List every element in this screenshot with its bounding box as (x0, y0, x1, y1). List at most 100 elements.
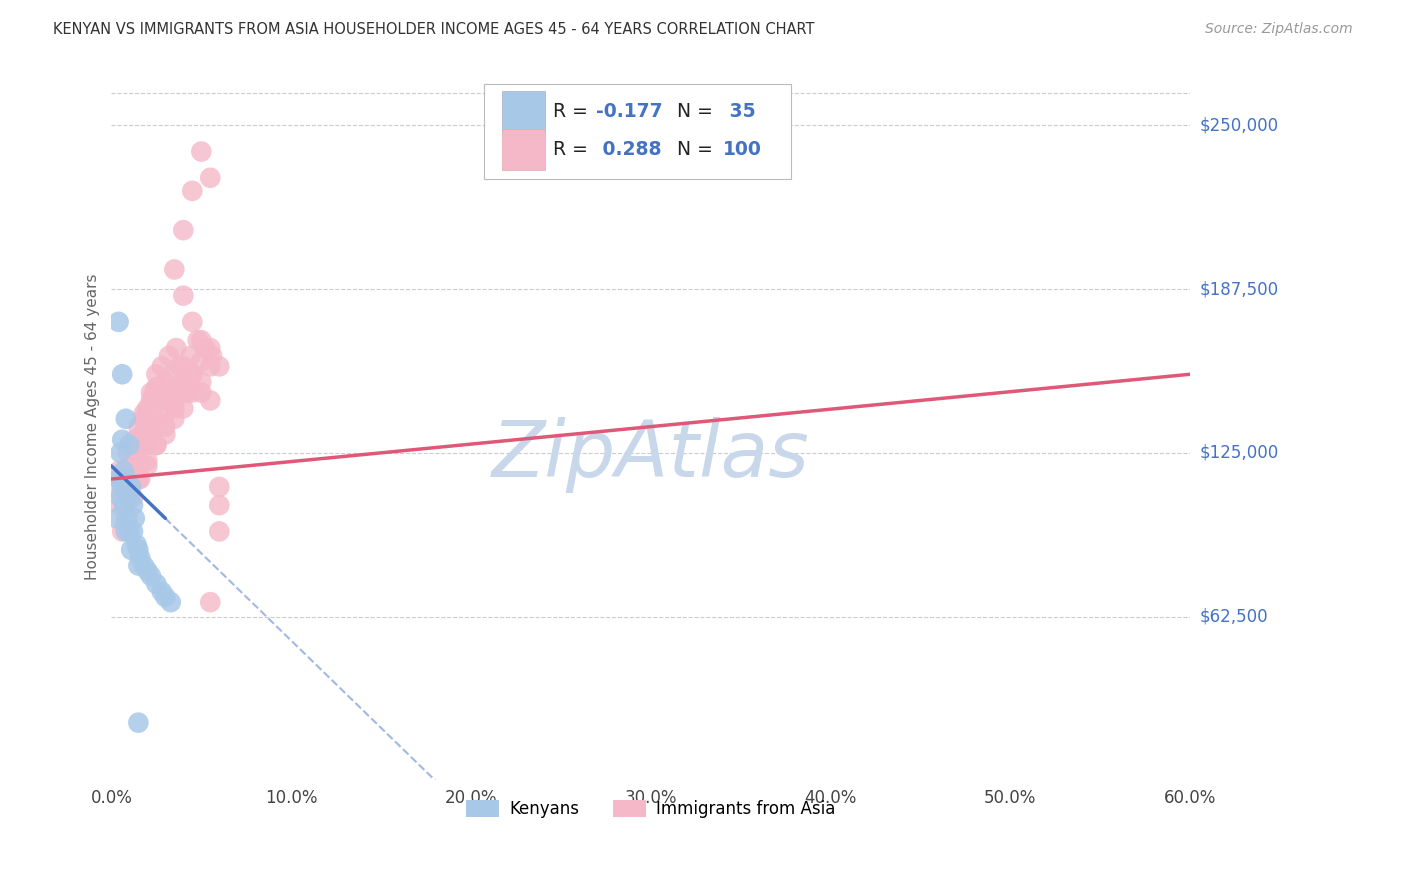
Point (114, 480, 136, 494)
Point (125, 537, 148, 551)
Point (208, 498, 231, 512)
Point (136, 427, 159, 442)
Point (132, 411, 155, 425)
Point (118, 491, 141, 505)
Point (159, 595, 181, 609)
Point (127, 715, 149, 730)
Point (118, 458, 141, 473)
Point (112, 464, 135, 478)
Point (110, 446, 132, 460)
Point (138, 401, 160, 416)
Point (107, 464, 129, 478)
Point (163, 411, 186, 425)
Point (145, 419, 167, 434)
Point (135, 419, 157, 434)
Point (122, 491, 145, 505)
Point (107, 315, 129, 329)
Point (155, 419, 177, 434)
Point (172, 380, 194, 394)
Point (201, 349, 224, 363)
Text: $187,500: $187,500 (1199, 280, 1278, 298)
Point (112, 498, 135, 512)
Point (157, 385, 180, 400)
Point (112, 464, 135, 478)
Point (122, 464, 145, 478)
Point (150, 359, 173, 374)
Point (136, 458, 159, 473)
Point (172, 385, 194, 400)
Point (114, 524, 136, 539)
Point (118, 491, 141, 505)
Point (125, 453, 148, 467)
Point (118, 438, 141, 452)
Point (105, 511, 128, 525)
Point (114, 472, 136, 486)
Point (136, 401, 159, 416)
Point (181, 368, 204, 382)
Text: 35: 35 (723, 103, 755, 121)
Point (145, 380, 167, 394)
Point (129, 433, 152, 447)
Text: R =: R = (553, 103, 593, 121)
Point (127, 558, 149, 573)
Point (208, 359, 231, 374)
FancyBboxPatch shape (502, 128, 546, 169)
Point (165, 341, 187, 355)
Point (136, 564, 159, 578)
Point (169, 359, 191, 374)
Point (163, 401, 186, 416)
Point (117, 511, 139, 525)
Point (155, 393, 177, 408)
Point (181, 368, 204, 382)
Point (190, 375, 212, 389)
Point (143, 385, 166, 400)
Point (139, 393, 162, 408)
Point (132, 407, 155, 421)
Point (172, 223, 194, 237)
Point (136, 438, 159, 452)
Point (200, 341, 222, 355)
Point (111, 480, 134, 494)
Point (200, 393, 222, 408)
Point (114, 516, 136, 531)
Point (114, 411, 136, 425)
Point (145, 438, 167, 452)
Point (122, 524, 145, 539)
Point (111, 491, 134, 505)
Point (172, 288, 194, 302)
Point (150, 385, 173, 400)
Point (194, 341, 217, 355)
Text: $250,000: $250,000 (1199, 116, 1278, 135)
Text: ZipAtlas: ZipAtlas (492, 417, 810, 493)
Point (190, 385, 212, 400)
Point (155, 407, 177, 421)
Point (165, 380, 187, 394)
Point (200, 595, 222, 609)
Text: Source: ZipAtlas.com: Source: ZipAtlas.com (1205, 22, 1353, 37)
Point (118, 480, 141, 494)
Point (127, 419, 149, 434)
Point (110, 485, 132, 500)
Point (107, 472, 129, 486)
Point (155, 427, 177, 442)
Text: $125,000: $125,000 (1199, 444, 1278, 462)
Point (127, 472, 149, 486)
Point (208, 524, 231, 539)
Point (162, 368, 184, 382)
Point (208, 480, 231, 494)
Point (127, 458, 149, 473)
Point (172, 359, 194, 374)
Point (163, 262, 186, 277)
Point (190, 333, 212, 347)
Point (136, 453, 159, 467)
FancyBboxPatch shape (502, 91, 546, 132)
Text: R =: R = (553, 140, 593, 159)
Text: N =: N = (676, 140, 718, 159)
Point (118, 524, 141, 539)
Point (145, 577, 167, 591)
Point (155, 375, 177, 389)
Point (145, 368, 167, 382)
Point (172, 375, 194, 389)
Point (180, 349, 202, 363)
Text: -0.177: -0.177 (596, 103, 662, 121)
